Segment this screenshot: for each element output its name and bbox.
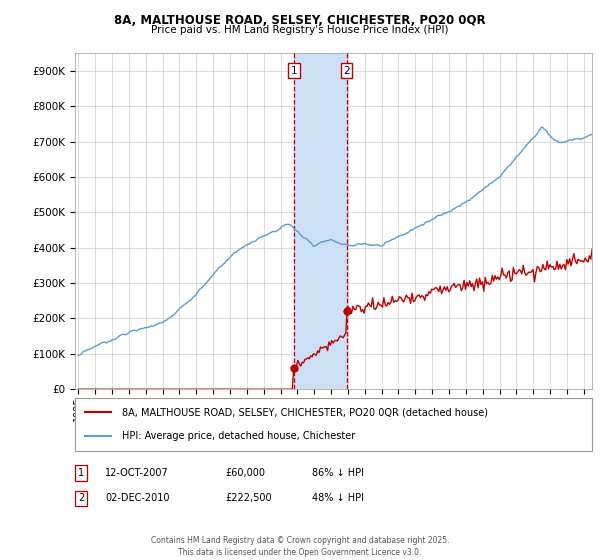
Bar: [293, 53, 347, 389]
Text: 48% ↓ HPI: 48% ↓ HPI: [312, 493, 364, 503]
Text: 86% ↓ HPI: 86% ↓ HPI: [312, 468, 364, 478]
Text: 8A, MALTHOUSE ROAD, SELSEY, CHICHESTER, PO20 0QR (detached house): 8A, MALTHOUSE ROAD, SELSEY, CHICHESTER, …: [122, 408, 488, 418]
Text: Contains HM Land Registry data © Crown copyright and database right 2025.
This d: Contains HM Land Registry data © Crown c…: [151, 536, 449, 557]
Text: HPI: Average price, detached house, Chichester: HPI: Average price, detached house, Chic…: [122, 431, 355, 441]
Text: 1: 1: [290, 66, 297, 76]
Text: 8A, MALTHOUSE ROAD, SELSEY, CHICHESTER, PO20 0QR: 8A, MALTHOUSE ROAD, SELSEY, CHICHESTER, …: [114, 14, 486, 27]
Text: Price paid vs. HM Land Registry's House Price Index (HPI): Price paid vs. HM Land Registry's House …: [151, 25, 449, 35]
Text: 1: 1: [78, 468, 84, 478]
Text: 2: 2: [343, 66, 350, 76]
Text: 12-OCT-2007: 12-OCT-2007: [105, 468, 169, 478]
Text: £222,500: £222,500: [225, 493, 272, 503]
Text: 2: 2: [78, 493, 84, 503]
Text: 02-DEC-2010: 02-DEC-2010: [105, 493, 170, 503]
Text: £60,000: £60,000: [225, 468, 265, 478]
